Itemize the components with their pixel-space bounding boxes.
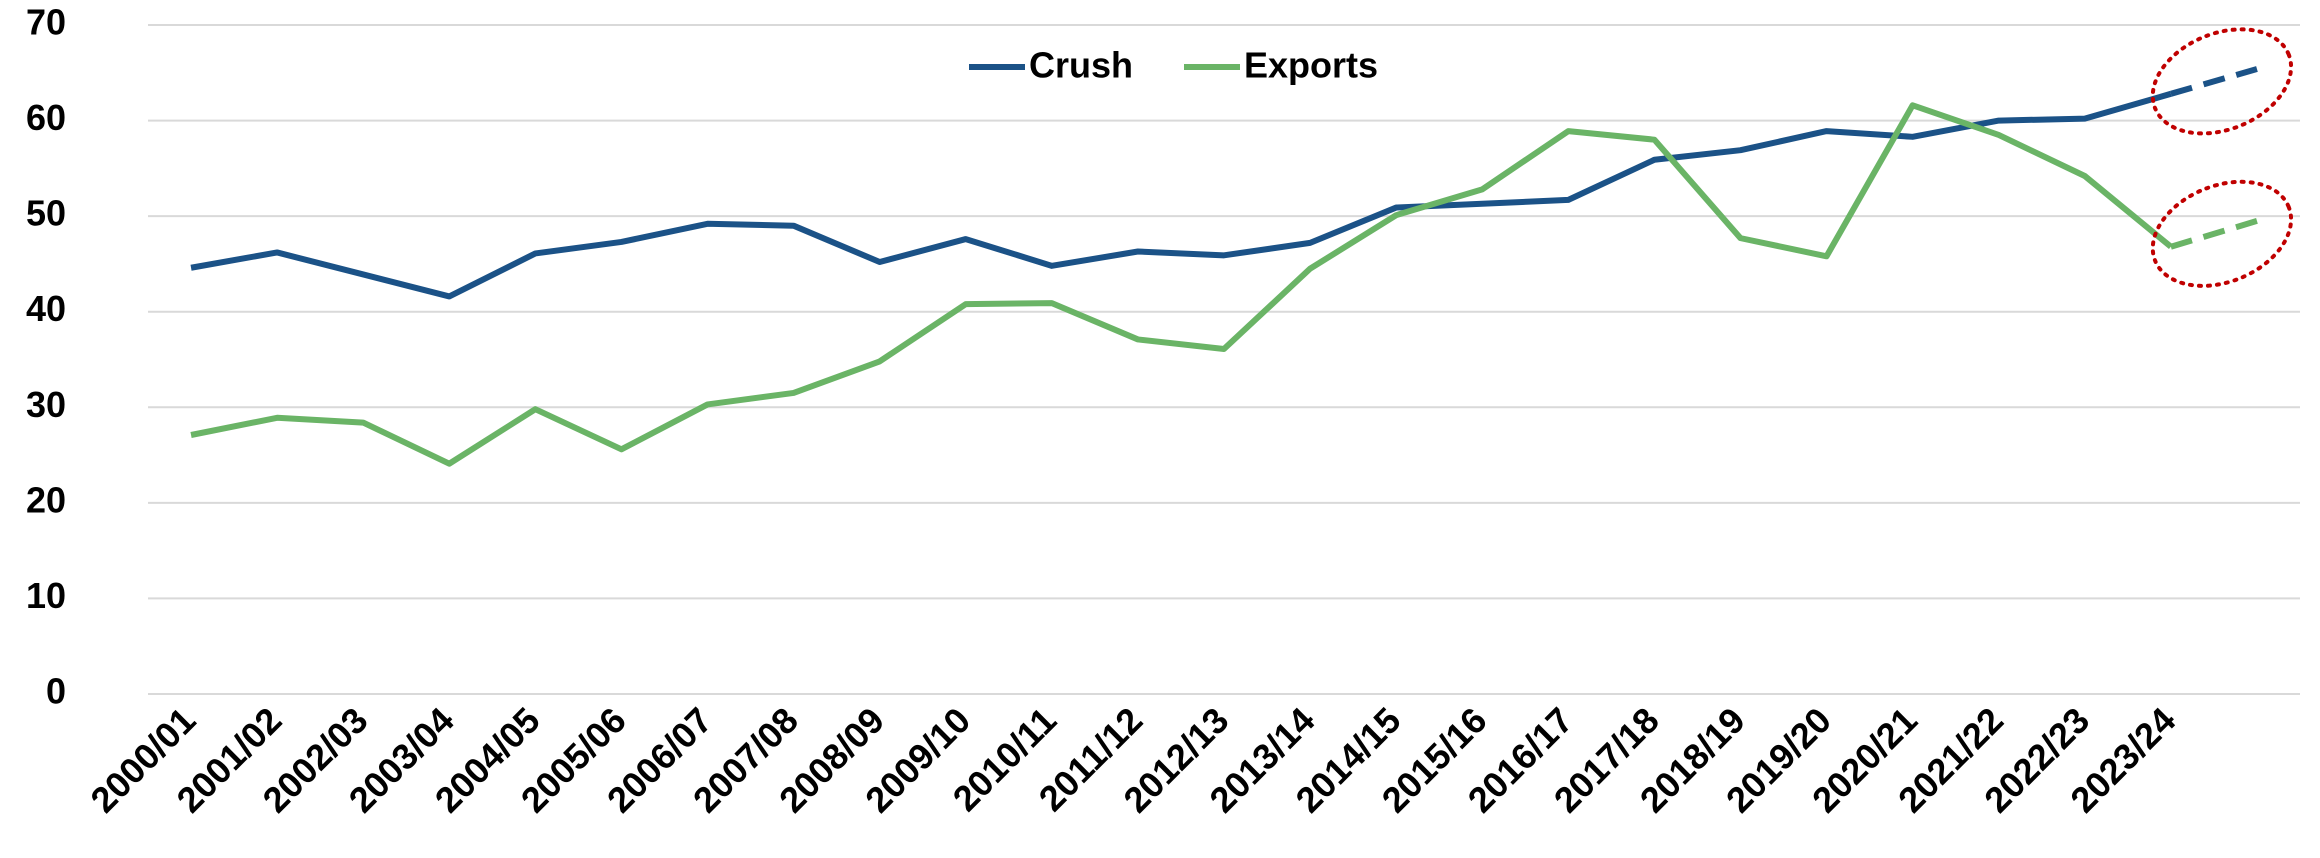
y-tick-label: 0 [46, 671, 66, 712]
y-tick-label: 60 [26, 97, 66, 138]
y-tick-label: 70 [26, 2, 66, 43]
series-line [190, 102, 2173, 467]
y-tick-label: 20 [26, 479, 66, 520]
series-line [190, 90, 2172, 300]
y-tick-label: 40 [26, 288, 66, 329]
projection-highlight [2150, 27, 2294, 136]
projection-line [2170, 218, 2258, 250]
projection-line [2170, 66, 2258, 97]
y-tick-label: 50 [26, 193, 66, 234]
y-tick-label: 10 [26, 575, 66, 616]
legend-label: Crush [1029, 45, 1133, 86]
legend-label: Exports [1244, 45, 1378, 86]
projection-highlight [2150, 179, 2294, 288]
y-tick-label: 30 [26, 384, 66, 425]
